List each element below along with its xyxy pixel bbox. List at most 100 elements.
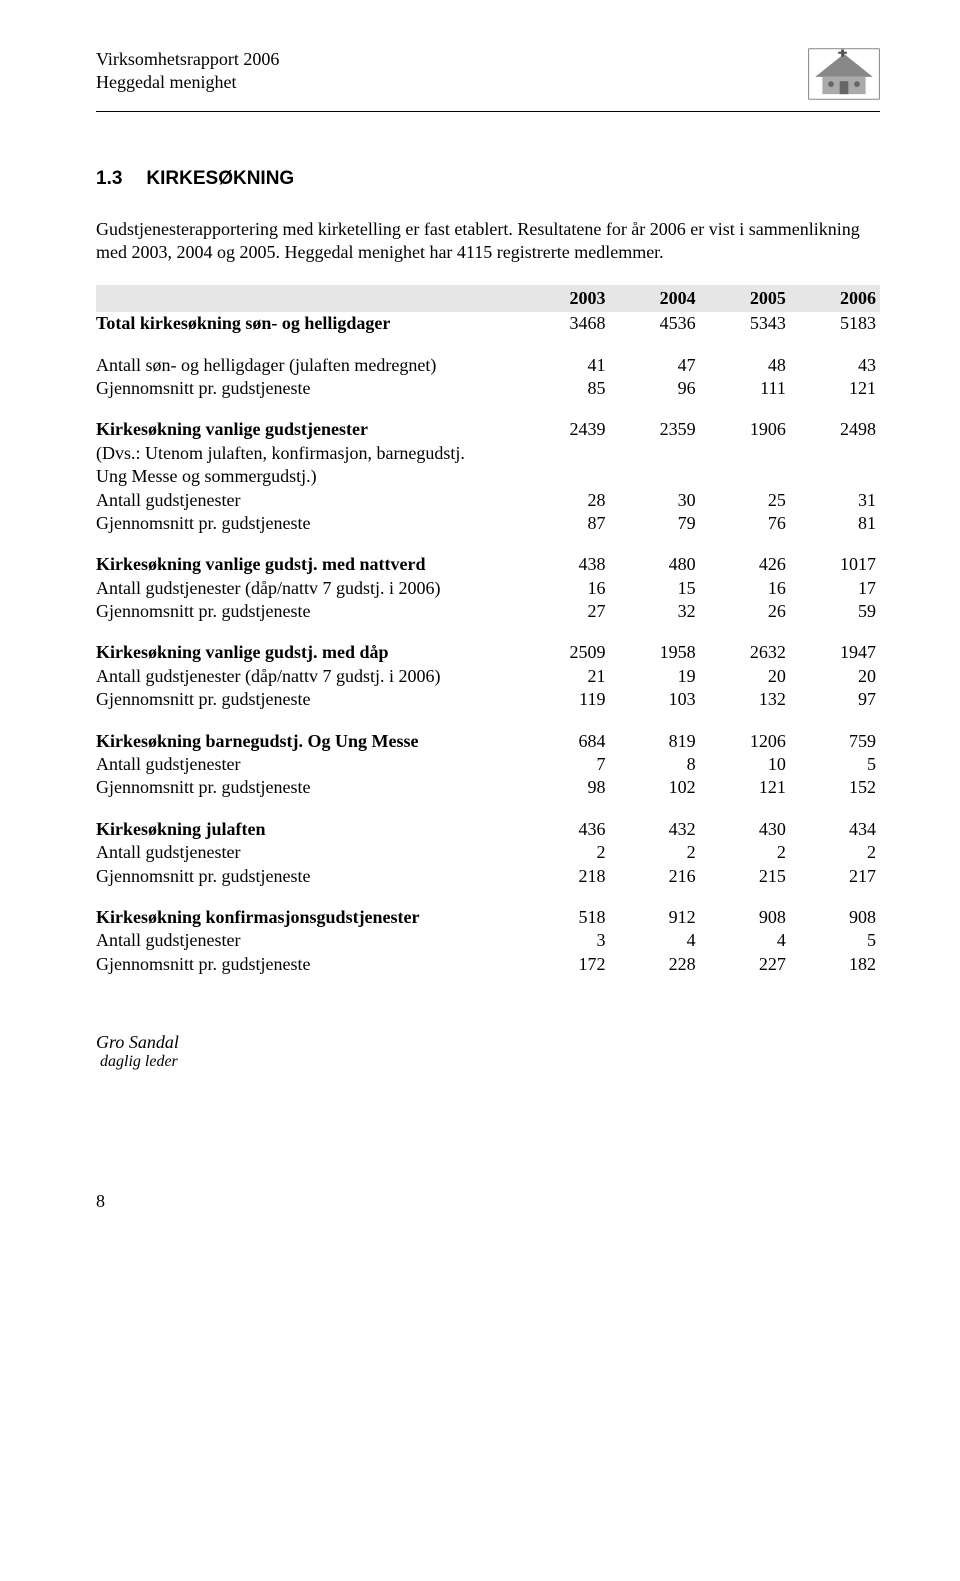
row-value: [790, 442, 880, 465]
row-value: 25: [700, 489, 790, 512]
row-value: 59: [790, 600, 880, 623]
row-label: Kirkesøkning julaften: [96, 818, 519, 841]
row-value: 20: [700, 665, 790, 688]
row-value: [790, 465, 880, 488]
row-value: 98: [519, 776, 609, 799]
table-row: [96, 712, 880, 730]
table-row: Gjennomsnitt pr. gudstjeneste98102121152: [96, 776, 880, 799]
row-value: 19: [610, 665, 700, 688]
table-gap: [96, 336, 880, 354]
table-row: Antall søn- og helligdager (julaften med…: [96, 354, 880, 377]
row-value: [610, 442, 700, 465]
row-value: 3468: [519, 312, 609, 335]
table-row: Gjennomsnitt pr. gudstjeneste21821621521…: [96, 865, 880, 888]
page-number: 8: [96, 1191, 880, 1212]
table-row: [96, 800, 880, 818]
table-header-row: 2003 2004 2005 2006: [96, 285, 880, 312]
row-value: 96: [610, 377, 700, 400]
row-value: 16: [700, 577, 790, 600]
row-label: Gjennomsnitt pr. gudstjeneste: [96, 953, 519, 976]
row-value: 111: [700, 377, 790, 400]
row-value: 430: [700, 818, 790, 841]
row-label: Antall gudstjenester: [96, 753, 519, 776]
row-value: 2509: [519, 641, 609, 664]
table-row: [96, 336, 880, 354]
table-row: Gjennomsnitt pr. gudstjeneste11910313297: [96, 688, 880, 711]
table-header-blank: [96, 285, 519, 312]
row-value: 1958: [610, 641, 700, 664]
row-label: Kirkesøkning konfirmasjonsgudstjenester: [96, 906, 519, 929]
row-label: Gjennomsnitt pr. gudstjeneste: [96, 512, 519, 535]
row-label: Kirkesøkning barnegudstj. Og Ung Messe: [96, 730, 519, 753]
row-value: 121: [700, 776, 790, 799]
row-value: 1947: [790, 641, 880, 664]
row-value: 47: [610, 354, 700, 377]
signature-block: Gro Sandal daglig leder: [96, 1032, 880, 1071]
table-row: Antall gudstjenester2222: [96, 841, 880, 864]
table-row: Kirkesøkning konfirmasjonsgudstjenester5…: [96, 906, 880, 929]
table-row: Antall gudstjenester28302531: [96, 489, 880, 512]
row-label: Antall gudstjenester: [96, 929, 519, 952]
row-value: 480: [610, 553, 700, 576]
row-value: 4: [610, 929, 700, 952]
header-line2: Heggedal menighet: [96, 71, 279, 94]
row-value: [519, 442, 609, 465]
row-label: Antall gudstjenester (dåp/nattv 7 gudstj…: [96, 577, 519, 600]
row-value: 2359: [610, 418, 700, 441]
table-row: Antall gudstjenester (dåp/nattv 7 gudstj…: [96, 665, 880, 688]
row-value: 43: [790, 354, 880, 377]
row-value: 759: [790, 730, 880, 753]
row-value: [700, 465, 790, 488]
table-row: Antall gudstjenester78105: [96, 753, 880, 776]
row-label: Total kirkesøkning søn- og helligdager: [96, 312, 519, 335]
row-label: Gjennomsnitt pr. gudstjeneste: [96, 377, 519, 400]
row-value: 2: [790, 841, 880, 864]
row-value: 41: [519, 354, 609, 377]
row-label: Kirkesøkning vanlige gudstj. med dåp: [96, 641, 519, 664]
row-value: 103: [610, 688, 700, 711]
table-row: Kirkesøkning vanlige gudstj. med dåp2509…: [96, 641, 880, 664]
row-value: 119: [519, 688, 609, 711]
row-value: 26: [700, 600, 790, 623]
row-value: 79: [610, 512, 700, 535]
table-row: Gjennomsnitt pr. gudstjeneste27322659: [96, 600, 880, 623]
row-value: 2632: [700, 641, 790, 664]
table-row: [96, 623, 880, 641]
table-gap: [96, 712, 880, 730]
row-value: 1206: [700, 730, 790, 753]
row-value: 5343: [700, 312, 790, 335]
row-value: 438: [519, 553, 609, 576]
row-label: Antall gudstjenester: [96, 841, 519, 864]
row-value: 182: [790, 953, 880, 976]
year-col-0: 2003: [519, 285, 609, 312]
row-value: 8: [610, 753, 700, 776]
row-value: 2: [519, 841, 609, 864]
year-col-3: 2006: [790, 285, 880, 312]
row-value: 432: [610, 818, 700, 841]
row-value: 152: [790, 776, 880, 799]
table-row: Kirkesøkning barnegudstj. Og Ung Messe68…: [96, 730, 880, 753]
table-row: Ung Messe og sommergudstj.): [96, 465, 880, 488]
row-value: 121: [790, 377, 880, 400]
row-value: 28: [519, 489, 609, 512]
table-row: [96, 535, 880, 553]
row-label: Ung Messe og sommergudstj.): [96, 465, 519, 488]
row-value: 908: [700, 906, 790, 929]
row-value: 81: [790, 512, 880, 535]
row-value: 819: [610, 730, 700, 753]
row-value: 5: [790, 753, 880, 776]
row-value: 684: [519, 730, 609, 753]
row-value: 2498: [790, 418, 880, 441]
table-row: Kirkesøkning julaften436432430434: [96, 818, 880, 841]
row-value: 1906: [700, 418, 790, 441]
row-value: 132: [700, 688, 790, 711]
table-row: Antall gudstjenester3445: [96, 929, 880, 952]
row-value: 17: [790, 577, 880, 600]
year-col-1: 2004: [610, 285, 700, 312]
row-value: 7: [519, 753, 609, 776]
row-value: 4: [700, 929, 790, 952]
row-value: 426: [700, 553, 790, 576]
row-value: 518: [519, 906, 609, 929]
row-label: Gjennomsnitt pr. gudstjeneste: [96, 865, 519, 888]
intro-paragraph: Gudstjenesterapportering med kirketellin…: [96, 218, 880, 265]
